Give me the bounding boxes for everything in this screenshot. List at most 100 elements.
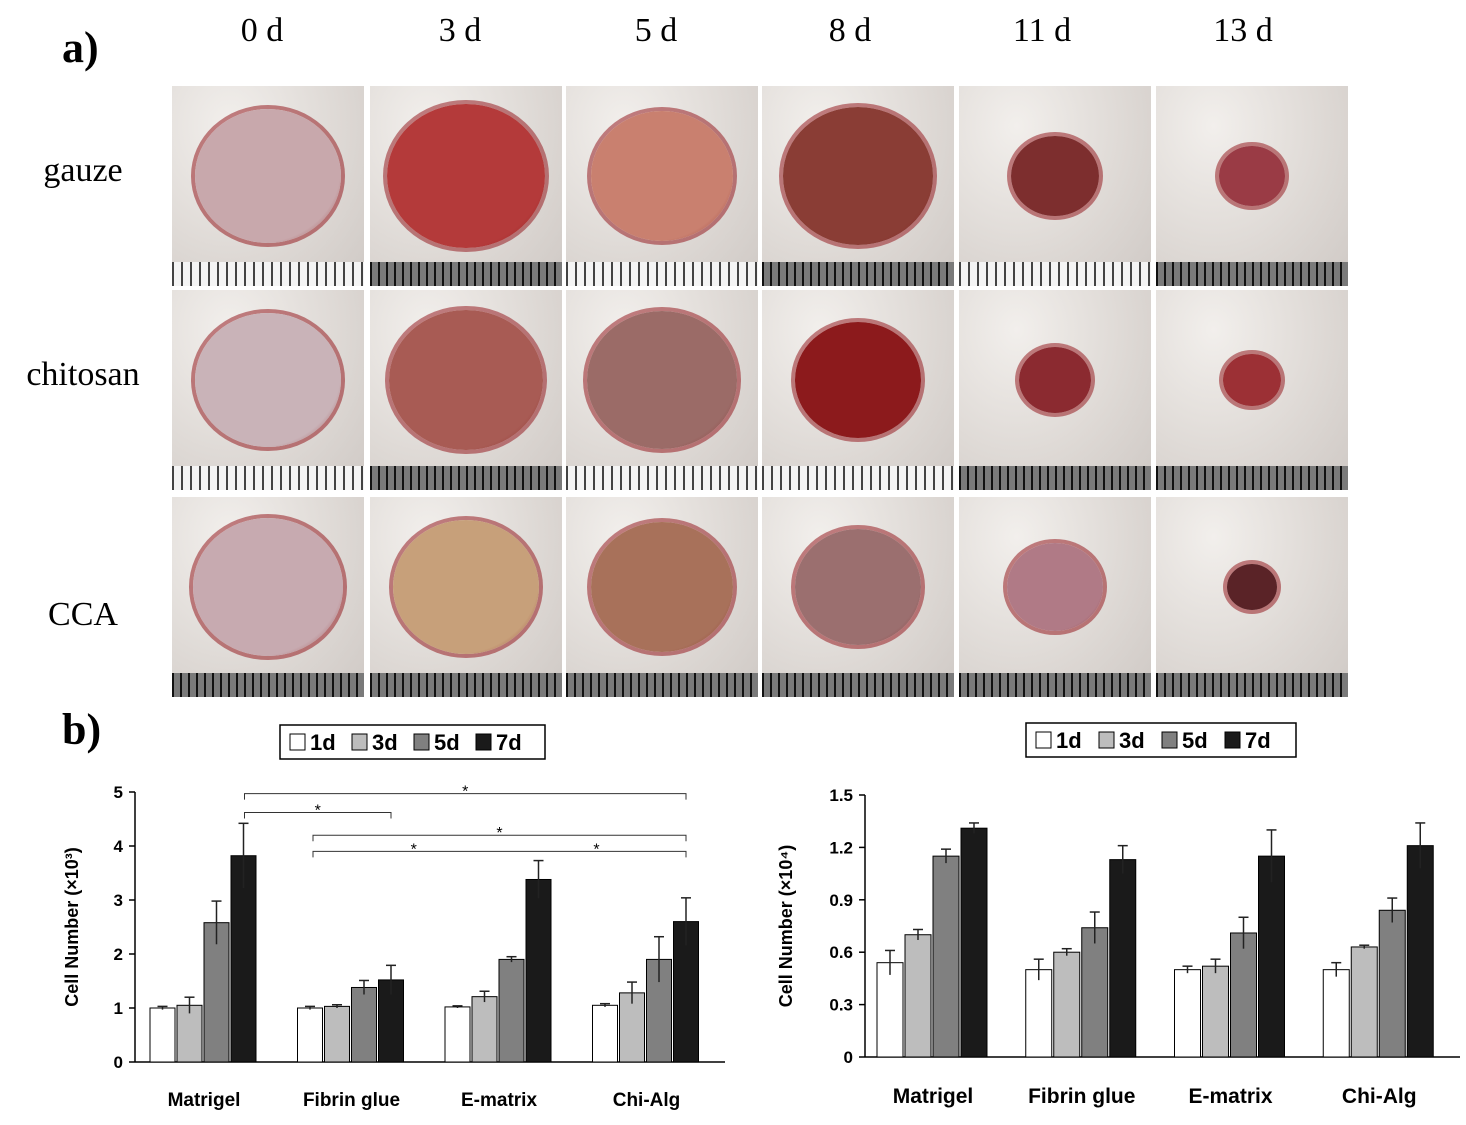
wound-photo-cca-11d	[959, 497, 1151, 697]
bar-5d	[1378, 909, 1406, 1058]
bar-7d	[1406, 845, 1434, 1058]
bar-3d	[904, 934, 932, 1058]
bar-3d	[1202, 965, 1229, 1058]
significance-star: *	[411, 841, 417, 858]
wound-photo-gauze-0d	[172, 86, 364, 286]
category-label: Matrigel	[893, 1085, 974, 1108]
wound-photo-cca-8d	[762, 497, 954, 697]
day-label-0: 0 d	[240, 12, 284, 49]
wound-photo-chitosan-0d	[172, 290, 364, 490]
wound-photo-chitosan-11d	[959, 290, 1151, 490]
y-tick-label: 0.9	[829, 891, 853, 910]
wound-photo-cca-0d	[172, 497, 364, 697]
wound-area	[1018, 346, 1092, 414]
legend-label-7d: 7d	[1245, 728, 1271, 753]
ruler-scale	[762, 262, 954, 286]
panel-b-label: b)	[62, 705, 102, 754]
bar-5d	[351, 986, 377, 1063]
y-tick-label: 0.6	[829, 943, 853, 962]
legend-box	[279, 724, 546, 760]
y-tick-label: 1	[114, 999, 123, 1018]
bar-1d	[592, 1004, 618, 1063]
wound-area	[193, 518, 343, 656]
ruler-scale	[959, 262, 1151, 286]
bar-1d	[1322, 969, 1350, 1058]
bar-7d	[525, 878, 552, 1063]
ruler-scale	[1156, 466, 1348, 490]
category-label: Fibrin glue	[1028, 1085, 1135, 1108]
wound-photo-chitosan-5d	[566, 290, 758, 490]
day-label-3: 3 d	[438, 12, 482, 49]
wound-area	[1227, 564, 1277, 610]
wound-area	[389, 309, 543, 451]
wound-area	[783, 107, 933, 245]
ruler-scale	[370, 673, 562, 697]
wound-area	[590, 110, 734, 242]
category-label: Matrigel	[168, 1090, 241, 1111]
category-label: Fibrin glue	[303, 1090, 400, 1111]
wound-photo-chitosan-8d	[762, 290, 954, 490]
y-tick-label: 0.3	[829, 996, 853, 1015]
significance-bracket	[244, 793, 687, 800]
bar-3d	[1053, 951, 1081, 1058]
wound-area	[1223, 353, 1281, 407]
wound-photo-chitosan-13d	[1156, 290, 1348, 490]
significance-bracket	[312, 834, 687, 842]
ruler-scale	[566, 466, 758, 490]
legend-label-3d: 3d	[1119, 728, 1145, 753]
day-label-13: 13 d	[1213, 12, 1273, 49]
category-label: Chi-Alg	[1342, 1085, 1417, 1108]
y-tick-label: 1.5	[829, 786, 853, 805]
y-tick-label: 3	[114, 891, 123, 910]
ruler-scale	[566, 262, 758, 286]
ruler-scale	[566, 673, 758, 697]
wound-photo-gauze-8d	[762, 86, 954, 286]
wound-photo-cca-3d	[370, 497, 562, 697]
significance-bracket	[244, 812, 392, 819]
y-tick-label: 4	[114, 837, 124, 856]
wound-photo-gauze-13d	[1156, 86, 1348, 286]
bar-5d	[1230, 932, 1257, 1058]
bar-1d	[444, 1006, 471, 1063]
bar-7d	[960, 827, 988, 1058]
bar-1d	[149, 1007, 176, 1063]
bar-7d	[1258, 855, 1285, 1058]
bar-5d	[932, 855, 960, 1058]
panel-a-label: a)	[62, 23, 99, 72]
bar-5d	[1081, 927, 1109, 1058]
ruler-scale	[959, 673, 1151, 697]
wound-area	[587, 311, 737, 449]
row-label-cca: CCA	[48, 596, 118, 633]
legend-swatch-3d	[351, 733, 368, 751]
legend-swatch-7d	[1224, 731, 1241, 749]
wound-area	[590, 521, 734, 653]
ruler-scale	[1156, 673, 1348, 697]
legend-label-7d: 7d	[496, 730, 522, 755]
ruler-scale	[762, 466, 954, 490]
significance-star: *	[462, 784, 468, 801]
legend-swatch-5d	[413, 733, 430, 751]
chart-cell-number-x10-3: 0 1 2 3 4 5 Cell Number (×10³) Matrigel Fibrin g…	[62, 724, 725, 1111]
y-tick-label: 0	[844, 1048, 853, 1067]
wound-photo-gauze-11d	[959, 86, 1151, 286]
wound-area	[195, 109, 341, 243]
ruler-scale	[370, 262, 562, 286]
category-label: E-matrix	[461, 1090, 537, 1111]
y-axis-label: Cell Number (×10³)	[62, 847, 82, 1007]
significance-bracket	[312, 850, 687, 858]
wound-area	[1219, 146, 1285, 206]
ruler-scale	[762, 673, 954, 697]
bar-1d	[1174, 969, 1201, 1058]
ruler-scale	[1156, 262, 1348, 286]
significance-star: *	[496, 825, 502, 842]
row-label-gauze: gauze	[43, 152, 123, 189]
wound-area	[1007, 543, 1103, 631]
wound-area	[393, 520, 539, 654]
y-axis-label: Cell Number (×10⁴)	[776, 845, 796, 1007]
bar-3d	[324, 1005, 350, 1063]
legend-swatch-5d	[1161, 731, 1178, 749]
significance-star: *	[315, 803, 321, 820]
ruler-scale	[172, 262, 364, 286]
category-label: E-matrix	[1188, 1085, 1272, 1108]
legend-label-3d: 3d	[372, 730, 398, 755]
